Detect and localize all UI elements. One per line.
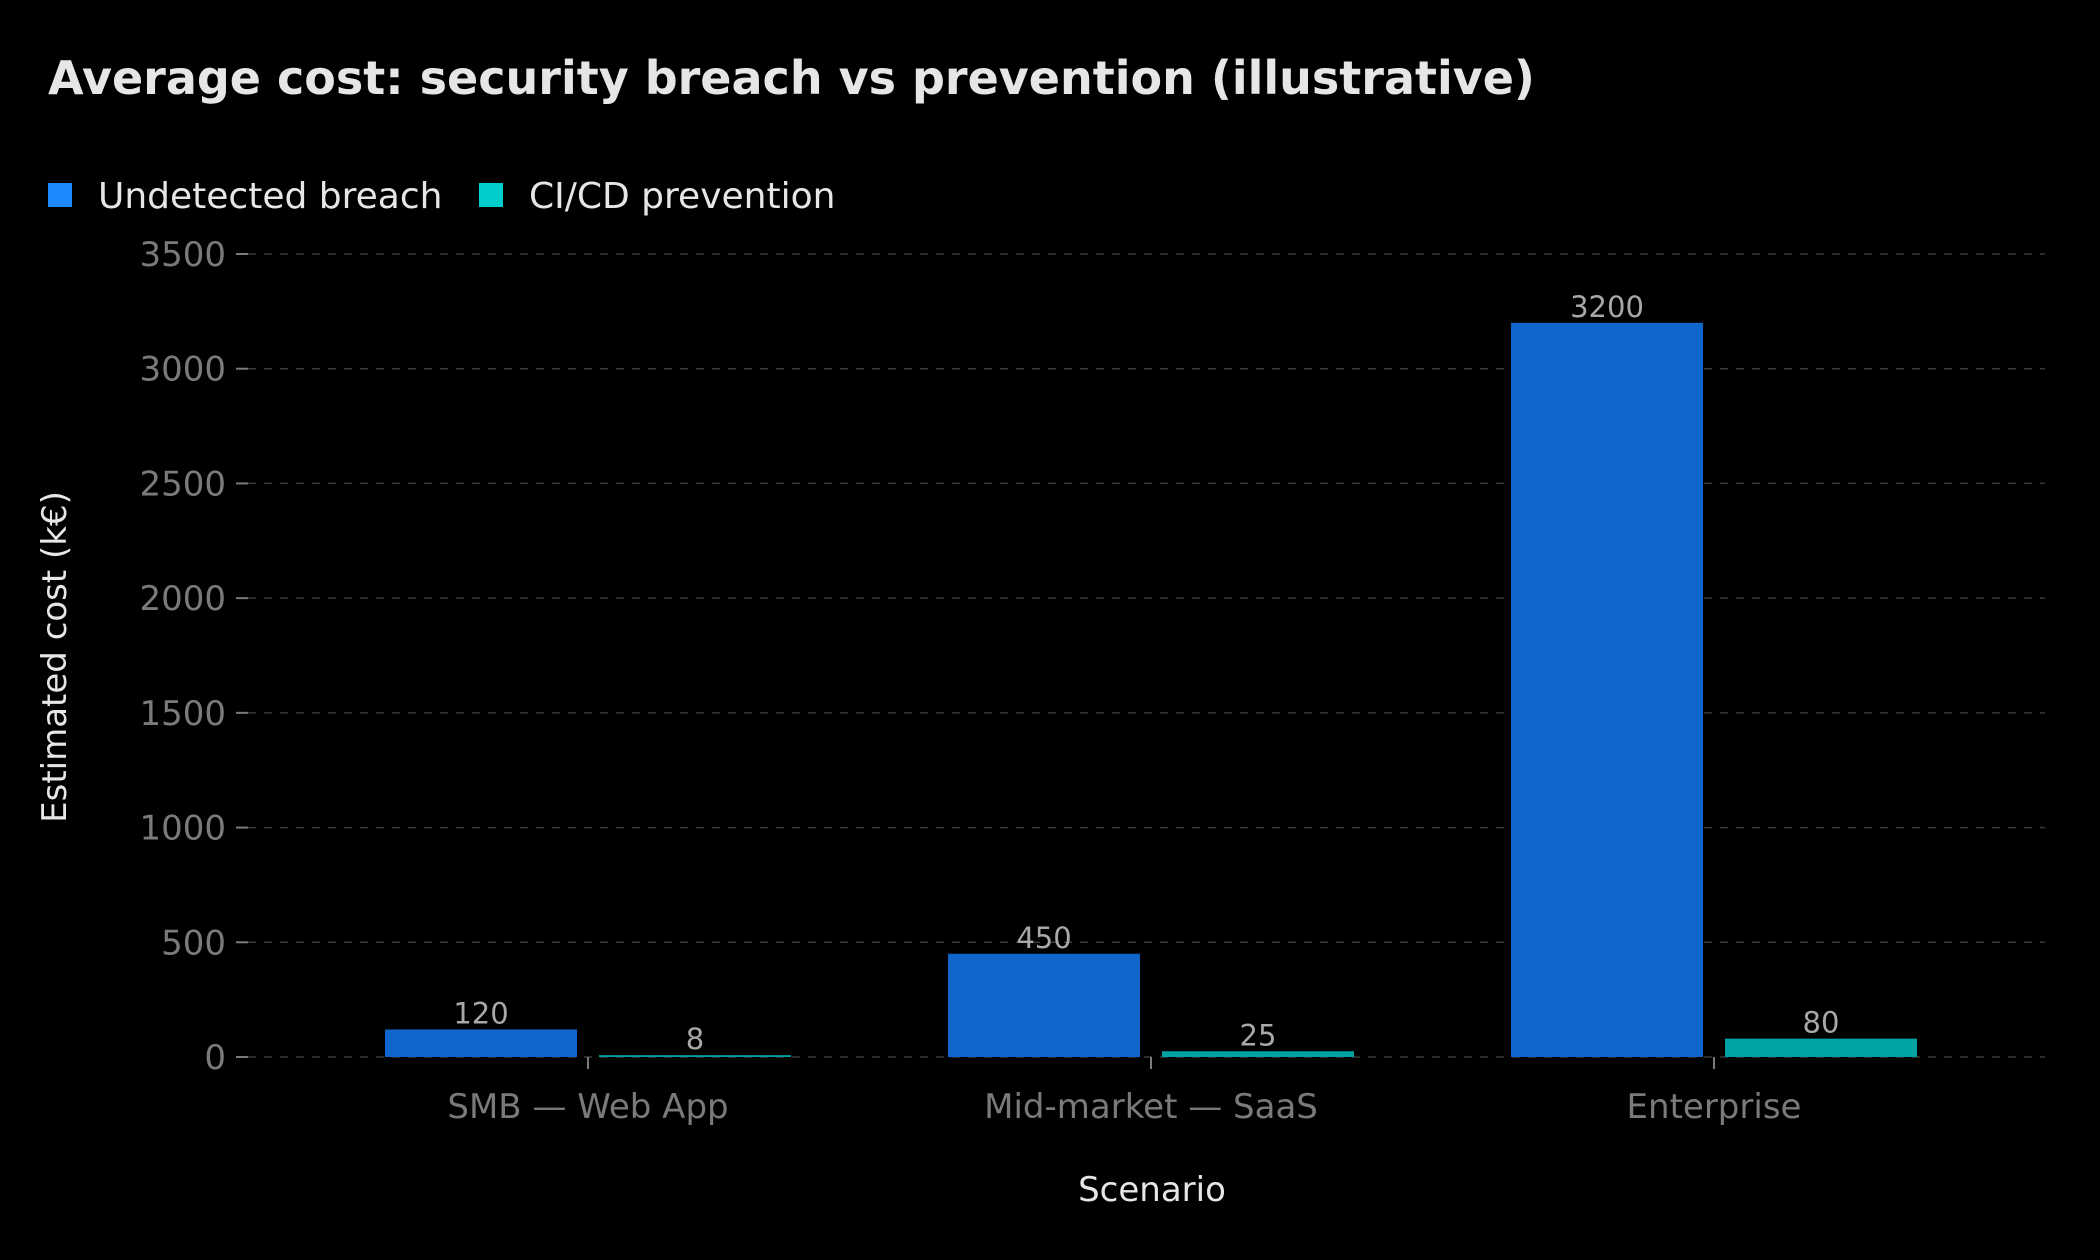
legend-label-1: CI/CD prevention	[529, 176, 835, 217]
bar-0-1	[599, 1055, 791, 1057]
bar-value-label-2-0: 3200	[1570, 290, 1644, 324]
y-tick-label-2: 1000	[139, 809, 226, 849]
bar-value-label-2-1: 80	[1803, 1006, 1840, 1040]
chart-title: Average cost: security breach vs prevent…	[48, 51, 1535, 105]
bar-0-0	[385, 1029, 577, 1057]
y-tick-label-4: 2000	[139, 579, 226, 619]
legend-swatch-1	[479, 183, 503, 207]
x-tick-label-1: Mid-market — SaaS	[984, 1087, 1318, 1127]
bars: 120 8 450 25 3200 80	[385, 290, 1917, 1057]
x-axis-label: Scenario	[1078, 1170, 1226, 1210]
x-axis: SMB — Web App Mid-market — SaaS Enterprise	[447, 1057, 1801, 1127]
y-axis-label: Estimated cost (k€)	[35, 491, 75, 823]
legend-label-0: Undetected breach	[98, 176, 442, 217]
y-axis: 0 500 1000 1500 2000 2500 3000 3500	[139, 235, 248, 1078]
gridlines	[248, 253, 2045, 1058]
x-tick-label-2: Enterprise	[1627, 1087, 1802, 1127]
y-tick-label-5: 2500	[139, 464, 226, 504]
y-tick-label-0: 0	[204, 1038, 226, 1078]
bar-value-label-1-0: 450	[1016, 921, 1071, 955]
bar-value-label-1-1: 25	[1240, 1018, 1277, 1052]
bar-value-label-0-0: 120	[453, 996, 508, 1030]
bar-value-label-0-1: 8	[686, 1022, 704, 1056]
y-tick-label-7: 3500	[139, 235, 226, 275]
bar-1-1	[1162, 1051, 1354, 1057]
bar-2-0	[1511, 322, 1703, 1057]
y-tick-label-6: 3000	[139, 350, 226, 390]
bar-1-0	[948, 953, 1140, 1057]
y-tick-label-3: 1500	[139, 694, 226, 734]
x-tick-label-0: SMB — Web App	[447, 1087, 728, 1127]
bar-2-1	[1725, 1038, 1917, 1057]
legend: Undetected breach CI/CD prevention	[48, 176, 835, 217]
legend-swatch-0	[48, 183, 72, 207]
y-tick-label-1: 500	[161, 923, 226, 963]
